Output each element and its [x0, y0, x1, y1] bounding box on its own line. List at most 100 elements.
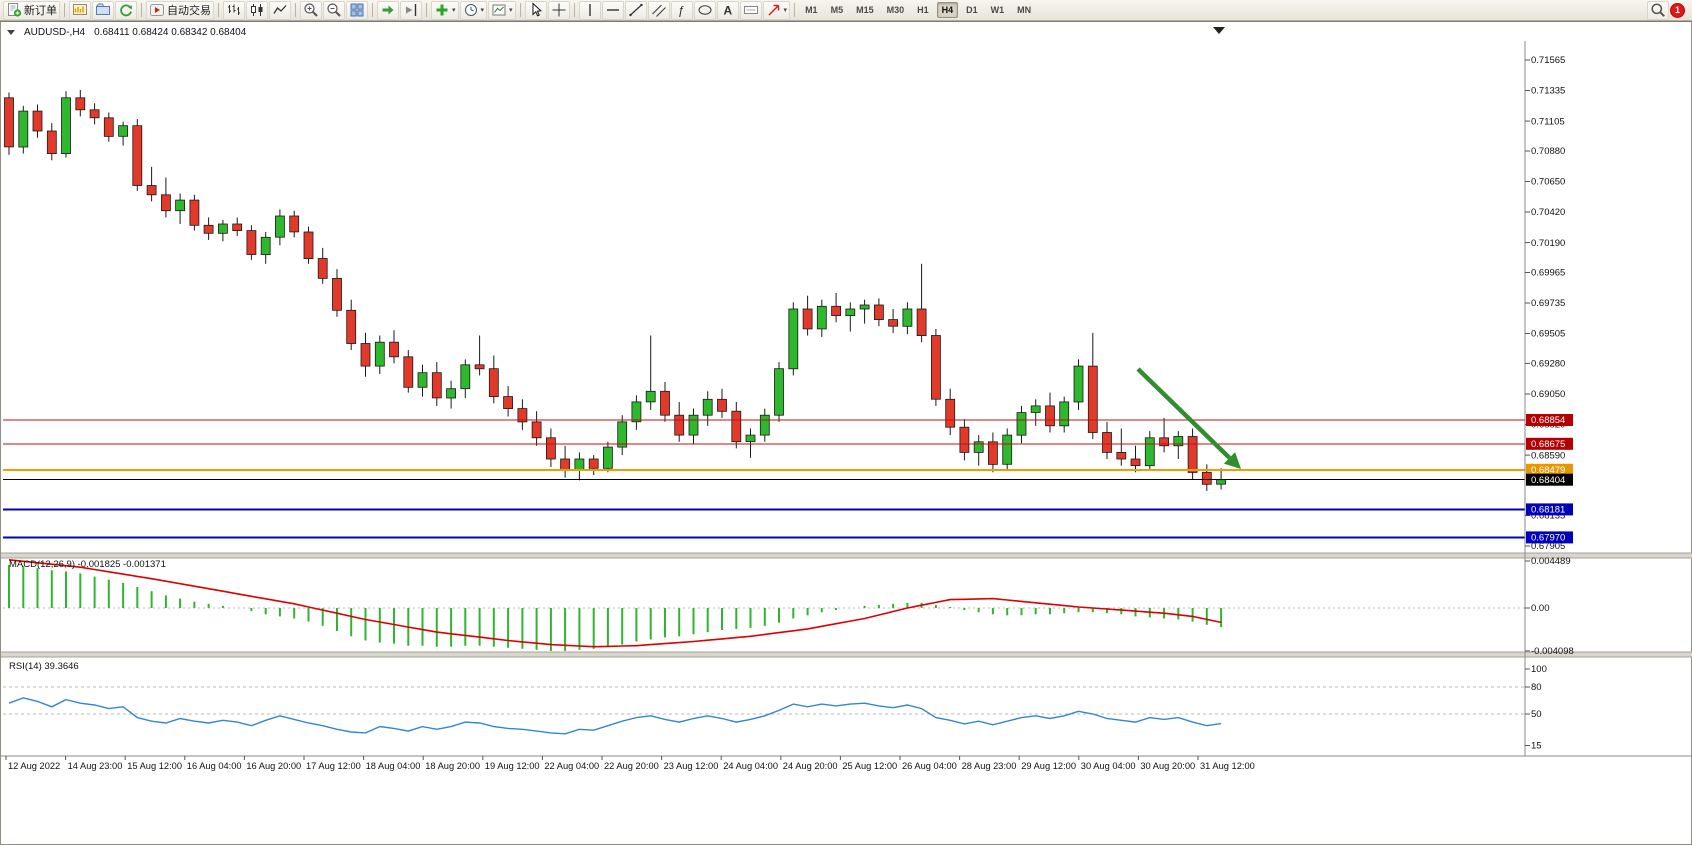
toolbar-separator: [573, 3, 575, 17]
chart-shift-icon[interactable]: [400, 0, 422, 20]
timeframe-d1[interactable]: D1: [966, 5, 978, 15]
templates-button[interactable]: ▾: [488, 0, 516, 20]
crosshair-icon[interactable]: [547, 0, 570, 20]
svg-text:28 Aug 23:00: 28 Aug 23:00: [962, 761, 1017, 771]
refresh-icon[interactable]: [115, 0, 137, 20]
clock-icon: [464, 4, 477, 16]
chart-menu-icon[interactable]: [7, 30, 15, 35]
fibonacci-icon[interactable]: ƒ: [670, 0, 693, 20]
auto-scroll-icon[interactable]: [377, 0, 399, 20]
candlestick-chart-icon[interactable]: [246, 0, 268, 20]
svg-text:A: A: [723, 4, 732, 18]
svg-text:23 Aug 12:00: 23 Aug 12:00: [664, 761, 719, 771]
autoscroll-icon: [382, 5, 394, 15]
svg-text:0.68479: 0.68479: [1531, 465, 1565, 476]
horizontal-level-lines[interactable]: [3, 419, 1525, 539]
horizontal-line-icon[interactable]: [601, 0, 624, 20]
zoom-out-icon[interactable]: [323, 0, 345, 20]
new-order-icon: [8, 3, 22, 17]
time-axis[interactable]: 12 Aug 2022 14 Aug 23:00 15 Aug 12:00 16 Au…: [1, 755, 1692, 771]
magnifier-icon: [1651, 3, 1665, 17]
svg-text:17 Aug 12:00: 17 Aug 12:00: [306, 761, 361, 771]
new-order-button-label: 新订单: [24, 5, 57, 17]
svg-text:0.004489: 0.004489: [1531, 556, 1571, 567]
svg-text:15: 15: [1531, 741, 1542, 752]
shapes-icon: [698, 5, 712, 15]
autotrading-button-label: 自动交易: [167, 5, 211, 17]
timeframe-m30[interactable]: M30: [886, 5, 905, 15]
arrows-icon[interactable]: ▾: [762, 0, 791, 20]
text-icon[interactable]: A: [716, 0, 739, 20]
fibo-icon: ƒ: [677, 4, 684, 18]
tile-windows-icon[interactable]: [346, 0, 368, 20]
toolbar-separator: [64, 3, 65, 17]
indicators-icon: [436, 4, 448, 16]
timeframe-m15[interactable]: M15: [856, 5, 874, 15]
svg-text:16 Aug 04:00: 16 Aug 04:00: [187, 761, 242, 771]
new-chart-icon[interactable]: [69, 0, 91, 20]
trend-arrow-annotation[interactable]: [1136, 367, 1241, 469]
cursor-icon[interactable]: [524, 0, 547, 20]
svg-text:18 Aug 04:00: 18 Aug 04:00: [366, 761, 421, 771]
periods-button[interactable]: ▾: [459, 0, 488, 20]
vline-icon: [588, 4, 591, 16]
dropdown-caret-icon: ▾: [452, 6, 456, 14]
toolbar-separator: [426, 3, 427, 17]
svg-text:12 Aug 2022: 12 Aug 2022: [8, 761, 60, 771]
timeframe-h1[interactable]: H1: [917, 5, 929, 15]
chart-shift-marker[interactable]: [1213, 27, 1225, 34]
svg-text:0.69505: 0.69505: [1531, 329, 1565, 340]
indicators-button[interactable]: ▾: [431, 0, 459, 20]
trendline-icon[interactable]: [624, 0, 647, 20]
chart-symbol-period: AUDUSD-,H4: [24, 27, 86, 38]
timeframe-h4[interactable]: H4: [936, 2, 959, 18]
svg-text:22 Aug 20:00: 22 Aug 20:00: [604, 761, 659, 771]
svg-text:30 Aug 04:00: 30 Aug 04:00: [1081, 761, 1136, 771]
chart-window: MACD(12,26,9) -0.001825 -0.001371 RSI(14)…: [0, 21, 1692, 845]
equidistant-channel-icon[interactable]: [647, 0, 670, 20]
svg-text:0.70650: 0.70650: [1531, 177, 1565, 188]
svg-text:0.70190: 0.70190: [1531, 238, 1565, 249]
toolbar-separator: [295, 3, 296, 17]
svg-text:0.70420: 0.70420: [1531, 207, 1565, 218]
zoom-in-icon[interactable]: [300, 0, 322, 20]
bar-chart-icon[interactable]: [223, 0, 245, 20]
search-icon[interactable]: [1647, 0, 1669, 20]
profiles-icon[interactable]: [92, 0, 114, 20]
chart-add-icon: [73, 4, 87, 15]
chart-canvas[interactable]: MACD(12,26,9) -0.001825 -0.001371 RSI(14)…: [1, 22, 1692, 845]
candlestick-series: [4, 89, 1226, 491]
autotrading-button[interactable]: 自动交易: [146, 0, 214, 20]
line-chart-icon[interactable]: [269, 0, 291, 20]
dropdown-caret-icon: ▾: [480, 6, 485, 14]
timeframe-m5[interactable]: M5: [830, 5, 844, 15]
svg-text:0.00: 0.00: [1531, 603, 1550, 614]
svg-text:0.69965: 0.69965: [1531, 268, 1565, 279]
svg-text:0.69050: 0.69050: [1531, 389, 1565, 400]
new-order-button[interactable]: 新订单: [3, 0, 60, 20]
svg-text:ƒ: ƒ: [677, 4, 684, 18]
svg-text:19 Aug 12:00: 19 Aug 12:00: [485, 761, 540, 771]
svg-text:30 Aug 20:00: 30 Aug 20:00: [1140, 761, 1195, 771]
bars-icon: [228, 4, 240, 15]
svg-text:0.69280: 0.69280: [1531, 359, 1565, 370]
macd-signal-line: [8, 559, 1222, 648]
svg-text:0.68854: 0.68854: [1531, 415, 1565, 426]
shapes-icon[interactable]: [693, 0, 716, 20]
svg-text:0.71105: 0.71105: [1531, 116, 1565, 127]
svg-text:0.69735: 0.69735: [1531, 298, 1565, 309]
svg-text:0.67905: 0.67905: [1531, 541, 1565, 552]
text-label-icon[interactable]: [739, 0, 762, 20]
timeframe-m1[interactable]: M1: [805, 5, 818, 15]
svg-text:50: 50: [1531, 709, 1542, 720]
profiles-icon: [96, 3, 110, 15]
timeframe-w1[interactable]: W1: [990, 5, 1005, 15]
chart-info-overlay: AUDUSD-,H4 0.68411 0.68424 0.68342 0.684…: [7, 27, 246, 38]
timeframe-mn[interactable]: MN: [1017, 5, 1032, 15]
notification-badge[interactable]: 1: [1670, 2, 1685, 18]
vertical-line-icon[interactable]: [578, 0, 601, 20]
svg-text:100: 100: [1531, 664, 1547, 675]
panel-separators[interactable]: [1, 552, 1692, 658]
toolbar: 新订单 自动交易 ▾ ▾ ▾ ƒ A ▾ M1 M5 M15 M30 H1 H4 D1 W1 MN 1: [0, 0, 1692, 21]
price-axis[interactable]: 0.71565 0.71335 0.71105 0.70880 0.70650 0.704…: [1524, 41, 1574, 756]
